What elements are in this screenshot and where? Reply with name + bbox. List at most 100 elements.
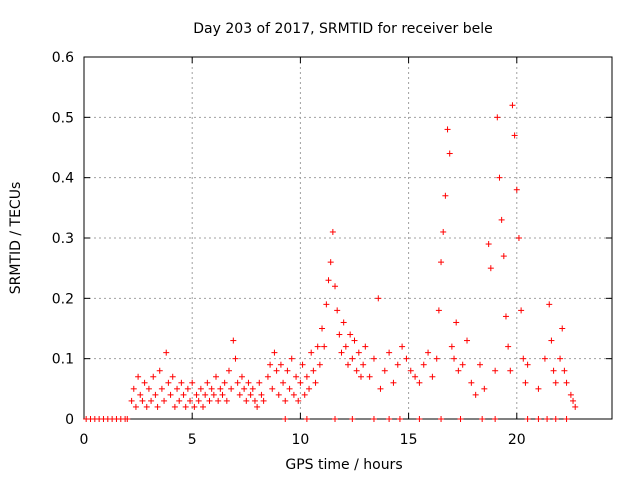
data-point: [420, 361, 427, 368]
data-point: [472, 391, 479, 398]
data-point: [282, 397, 289, 404]
data-point: [440, 228, 447, 235]
data-point: [249, 385, 256, 392]
data-point: [290, 391, 297, 398]
data-point: [143, 403, 150, 410]
data-point: [541, 355, 548, 362]
data-point: [457, 416, 464, 422]
data-point: [479, 416, 486, 422]
data-point: [124, 416, 131, 422]
data-point: [416, 379, 423, 386]
data-point: [370, 355, 377, 362]
data-point: [189, 379, 196, 386]
data-point: [308, 349, 315, 356]
data-point: [492, 367, 499, 374]
data-point: [258, 391, 265, 398]
data-point: [200, 403, 207, 410]
data-point: [176, 397, 183, 404]
data-point: [494, 114, 501, 121]
data-point: [522, 379, 529, 386]
data-point: [325, 277, 332, 284]
data-points: [83, 102, 579, 422]
data-point: [507, 367, 514, 374]
x-tick-label: 0: [80, 432, 89, 448]
data-point: [513, 186, 520, 193]
data-point: [442, 192, 449, 199]
data-point: [396, 416, 403, 422]
data-point: [451, 355, 458, 362]
data-point: [563, 416, 570, 422]
data-point: [572, 403, 579, 410]
data-point: [535, 416, 542, 422]
data-point: [561, 367, 568, 374]
data-point: [213, 373, 219, 380]
data-point: [156, 367, 163, 374]
data-point: [210, 391, 217, 398]
data-point: [544, 416, 551, 422]
y-axis-label: SRMTID / TECUs: [8, 182, 24, 295]
data-point: [215, 397, 222, 404]
data-point: [295, 397, 302, 404]
data-point: [316, 361, 323, 368]
data-point: [429, 373, 436, 380]
data-point: [327, 259, 334, 266]
axis-ticks: 0 0.1 0.2 0.3 0.4 0.5 0.6 0 5 10 15 20: [52, 50, 612, 448]
data-point: [563, 379, 570, 386]
data-point: [150, 373, 157, 380]
data-point: [511, 132, 518, 139]
data-point: [338, 349, 345, 356]
data-point: [552, 416, 559, 422]
data-point: [345, 361, 351, 368]
data-point: [247, 391, 254, 398]
data-point: [148, 397, 155, 404]
data-point: [169, 373, 176, 380]
data-point: [310, 367, 317, 374]
x-tick-label: 15: [400, 432, 418, 448]
data-point: [444, 126, 451, 133]
data-point: [360, 361, 367, 368]
data-point: [277, 361, 284, 368]
data-point: [165, 379, 172, 386]
data-point: [280, 379, 287, 386]
y-tick-label: 0: [65, 412, 74, 428]
data-point: [267, 361, 274, 368]
data-point: [399, 343, 406, 350]
data-point: [264, 373, 271, 380]
data-point: [206, 397, 213, 404]
data-point: [433, 355, 440, 362]
data-point: [349, 416, 356, 422]
data-point: [234, 379, 241, 386]
data-point: [557, 355, 564, 362]
data-point: [293, 373, 300, 380]
data-point: [548, 337, 555, 344]
data-point: [288, 355, 295, 362]
data-point: [180, 391, 187, 398]
data-point: [269, 385, 276, 392]
data-point: [132, 403, 139, 410]
data-point: [438, 259, 445, 266]
data-point: [459, 361, 466, 368]
data-point: [254, 403, 261, 410]
data-point: [550, 367, 557, 374]
data-point: [161, 397, 168, 404]
data-point: [366, 373, 373, 380]
data-point: [182, 403, 189, 410]
data-point: [518, 307, 525, 314]
data-point: [520, 355, 527, 362]
data-point: [492, 416, 499, 422]
data-point: [171, 403, 178, 410]
y-tick-label: 0.4: [52, 171, 74, 187]
data-point: [193, 391, 200, 398]
data-point: [301, 391, 308, 398]
data-point: [232, 355, 239, 362]
data-point: [299, 361, 306, 368]
data-point: [319, 325, 326, 332]
data-point: [446, 150, 453, 157]
data-point: [256, 379, 263, 386]
data-point: [312, 379, 319, 386]
data-point: [271, 349, 278, 356]
data-point: [546, 301, 553, 308]
data-point: [435, 307, 442, 314]
data-point: [500, 253, 507, 260]
